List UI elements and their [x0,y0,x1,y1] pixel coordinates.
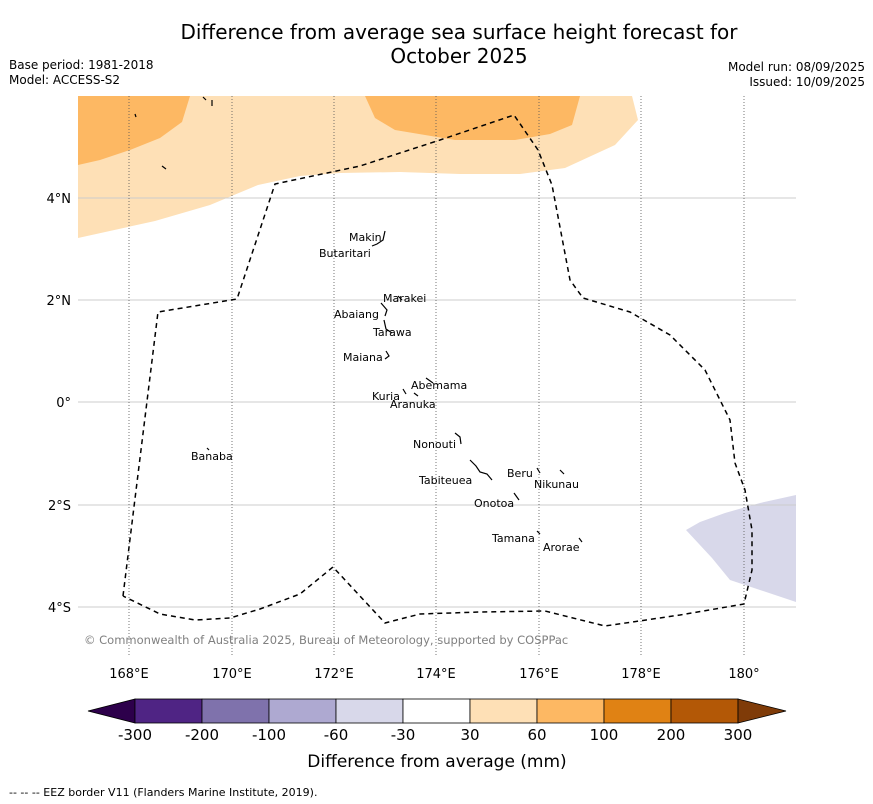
lat-tick-4s: 4°S [48,601,71,616]
island-label-tamana: Tamana [491,532,535,545]
lat-tick-2s: 2°S [48,499,71,514]
lat-tick-2n: 2°N [47,294,72,309]
island-label-onotoa: Onotoa [474,497,514,510]
longitude-gridlines [128,96,745,656]
colorbar-over-arrow [737,698,787,724]
colorbar-label: Difference from average (mm) [307,752,566,772]
copyright-notice: © Commonwealth of Australia 2025, Bureau… [84,633,568,647]
eez-footnote: -- -- -- EEZ border V11 (Flanders Marine… [9,786,318,799]
colorbar-under-arrow [87,698,136,724]
eez-border [122,114,753,627]
lon-tick-178e: 178°E [621,667,661,682]
colorbar-tick: -300 [118,726,152,744]
base-period: Base period: 1981-2018 [9,58,154,72]
island-label-maiana: Maiana [343,351,383,364]
colorbar-tick-labels: -300 -200 -100 -60 -30 30 60 100 200 300 [118,726,752,744]
anomaly-region-60-100-north [365,96,580,140]
colorbar-tick: -30 [391,726,416,744]
map-area: Makin Butaritari Marakei Abaiang Tarawa … [78,96,796,656]
model-info: Base period: 1981-2018 Model: ACCESS-S2 [9,58,154,88]
colorbar-cell [469,698,538,724]
island-label-nonouti: Nonouti [413,438,456,451]
island-label-nikunau: Nikunau [534,478,579,491]
lon-tick-180: 180° [728,667,759,682]
colorbar-cell [268,698,337,724]
issued-date: Issued: 10/09/2025 [749,75,865,89]
longitude-axis: 168°E 170°E 172°E 174°E 176°E 178°E 180° [109,667,759,682]
island-label-arorae: Arorae [543,541,580,554]
anomaly-region-60-100-west [78,96,190,165]
colorbar-cell [134,698,203,724]
lat-tick-4n: 4°N [47,192,72,207]
lon-tick-172e: 172°E [314,667,354,682]
anomaly-region-neg30-neg60 [686,495,796,602]
island-label-marakei: Marakei [383,292,426,305]
island-outlines [134,96,583,543]
colorbar-tick: 200 [657,726,686,744]
colorbar: -300 -200 -100 -60 -30 30 60 100 200 300… [87,698,787,772]
colorbar-tick: -100 [252,726,286,744]
colorbar-cell [402,698,471,724]
map-title: Difference from average sea surface heig… [0,20,873,68]
island-label-tarawa: Tarawa [372,326,412,339]
island-label-aranuka: Aranuka [390,398,436,411]
lon-tick-176e: 176°E [519,667,559,682]
lon-tick-170e: 170°E [212,667,252,682]
colorbar-tick: -60 [324,726,349,744]
colorbar-tick: 30 [460,726,479,744]
run-info: Model run: 08/09/2025 Issued: 10/09/2025 [728,60,865,90]
island-label-tabiteuea: Tabiteuea [418,474,472,487]
island-label-abaiang: Abaiang [334,308,379,321]
lon-tick-174e: 174°E [416,667,456,682]
island-label-butaritari: Butaritari [319,247,371,260]
colorbar-tick: 60 [527,726,546,744]
island-labels: Makin Butaritari Marakei Abaiang Tarawa … [191,231,580,554]
model-name: Model: ACCESS-S2 [9,73,121,87]
colorbar-tick: 100 [590,726,619,744]
island-label-beru: Beru [507,467,533,480]
title-line-2: October 2025 [390,44,528,68]
title-line-1: Difference from average sea surface heig… [180,20,738,44]
island-label-banaba: Banaba [191,450,233,463]
model-run-date: Model run: 08/09/2025 [727,60,865,74]
island-label-kuria: Kuria [372,390,400,403]
island-label-makin: Makin [349,231,382,244]
colorbar-cells [134,698,739,724]
lon-tick-168e: 168°E [109,667,149,682]
colorbar-cell [603,698,672,724]
colorbar-cell [201,698,270,724]
island-label-abemama: Abemama [411,379,467,392]
latitude-axis: 4°N 2°N 0° 2°S 4°S [47,192,72,616]
colorbar-tick: -200 [185,726,219,744]
colorbar-cell [335,698,404,724]
colorbar-cell [536,698,605,724]
latitude-gridlines [78,197,796,608]
lat-tick-0: 0° [56,396,71,411]
colorbar-tick: 300 [724,726,753,744]
colorbar-cell [670,698,739,724]
